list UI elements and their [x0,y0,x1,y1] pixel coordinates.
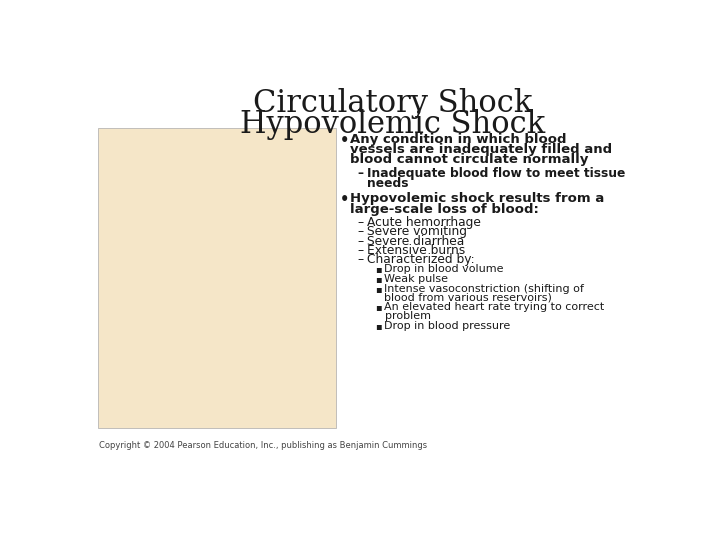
Text: Severe diarrhea: Severe diarrhea [367,234,464,247]
Text: •: • [340,192,349,207]
Text: –: – [357,225,364,238]
Text: Circulatory Shock: Circulatory Shock [253,88,532,119]
Text: Intense vasoconstriction (shifting of: Intense vasoconstriction (shifting of [384,284,585,294]
Text: –: – [357,216,364,229]
Text: blood from various reservoirs): blood from various reservoirs) [384,292,552,302]
Text: Acute hemorrhage: Acute hemorrhage [367,216,482,229]
Text: Weak pulse: Weak pulse [384,274,449,284]
FancyBboxPatch shape [98,128,336,428]
Text: Hypovolemic Shock: Hypovolemic Shock [240,110,545,140]
Text: –: – [357,167,364,180]
Text: An elevated heart rate trying to correct: An elevated heart rate trying to correct [384,302,605,312]
Text: blood cannot circulate normally: blood cannot circulate normally [350,153,588,166]
Text: ▪: ▪ [375,274,382,284]
Text: large-scale loss of blood:: large-scale loss of blood: [350,202,539,215]
Text: Drop in blood pressure: Drop in blood pressure [384,321,510,331]
Text: problem: problem [384,311,431,321]
Text: •: • [340,132,349,147]
Text: Hypovolemic shock results from a: Hypovolemic shock results from a [350,192,604,205]
Text: Characterized by:: Characterized by: [367,253,475,266]
Text: Severe vomiting: Severe vomiting [367,225,467,238]
Text: Drop in blood volume: Drop in blood volume [384,264,504,274]
Text: Inadequate blood flow to meet tissue: Inadequate blood flow to meet tissue [367,167,626,180]
Text: ▪: ▪ [375,302,382,312]
Text: needs: needs [367,177,409,190]
Text: vessels are inadequately filled and: vessels are inadequately filled and [350,143,612,156]
Text: ▪: ▪ [375,264,382,274]
Text: Any condition in which blood: Any condition in which blood [350,132,566,146]
Text: ▪: ▪ [375,284,382,294]
Text: –: – [357,234,364,247]
Text: ▪: ▪ [375,321,382,331]
Text: –: – [357,253,364,266]
Text: Extensive burns: Extensive burns [367,244,466,257]
Text: Copyright © 2004 Pearson Education, Inc., publishing as Benjamin Cummings: Copyright © 2004 Pearson Education, Inc.… [99,441,428,450]
Text: –: – [357,244,364,257]
